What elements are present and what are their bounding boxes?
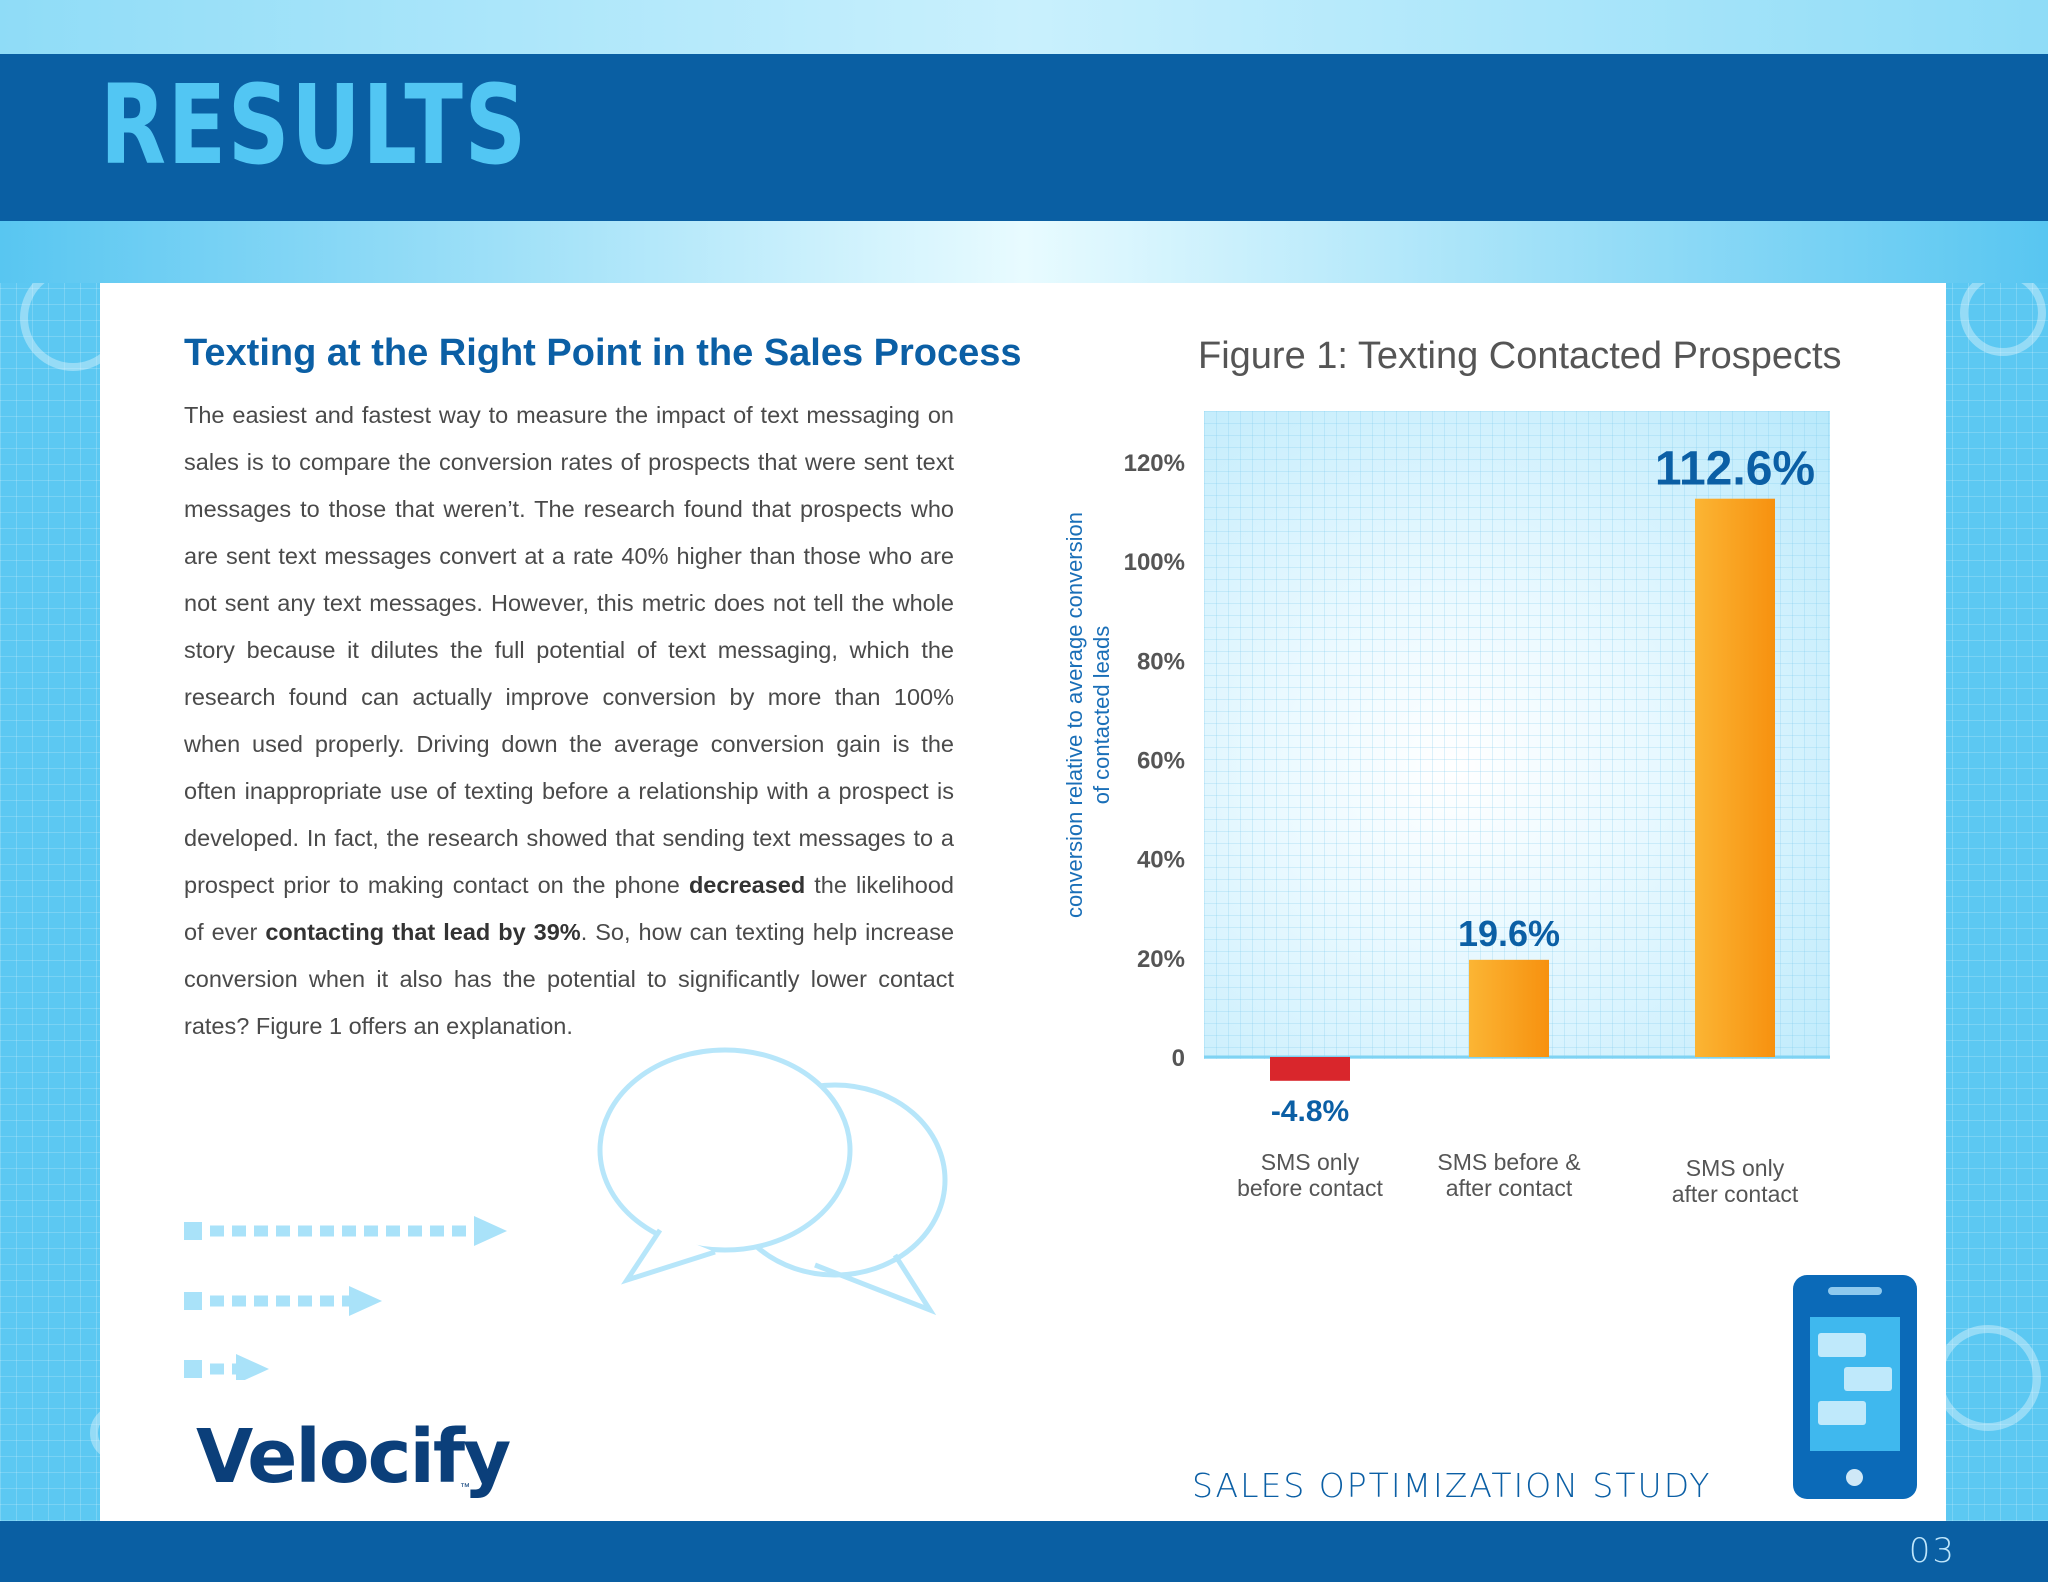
- velocify-logo: Velocify: [196, 1414, 511, 1500]
- page-title: RESULTS: [100, 61, 528, 189]
- y-tick-label: 0: [1172, 1045, 1185, 1072]
- x-tick-label: before contact: [1237, 1175, 1383, 1201]
- article-text: . So, how can texting help increase conv…: [184, 919, 955, 1039]
- y-tick-label: 60%: [1137, 748, 1185, 775]
- y-tick-label: 120%: [1124, 450, 1185, 477]
- glow-strip: [0, 221, 2048, 283]
- chat-bubbles-icon: [597, 1047, 948, 1316]
- article-text: The easiest and fastest way to measure t…: [184, 402, 954, 898]
- message-bubble: [1818, 1401, 1866, 1425]
- data-label: -4.8%: [1271, 1095, 1349, 1128]
- data-label: 19.6%: [1458, 913, 1560, 954]
- x-tick-label: SMS before &: [1437, 1149, 1580, 1175]
- header-band: [0, 54, 2048, 221]
- logo-trademark: ™: [460, 1482, 470, 1493]
- article-heading: Texting at the Right Point in the Sales …: [184, 332, 1022, 374]
- phone-speaker: [1828, 1287, 1882, 1295]
- phone-icon: [1793, 1275, 1917, 1499]
- arrow-icon: [184, 1216, 507, 1380]
- bar: [1469, 959, 1549, 1057]
- y-tick-label: 80%: [1137, 648, 1185, 675]
- study-label: SALES OPTIMIZATION STUDY: [1192, 1466, 1712, 1505]
- data-label: 112.6%: [1655, 443, 1815, 496]
- y-tick-label: 100%: [1124, 549, 1185, 576]
- article-text: the likelihood of ever: [184, 872, 954, 945]
- bar: [1695, 498, 1775, 1057]
- footer-band: [0, 1521, 2048, 1582]
- message-bubble: [1818, 1333, 1866, 1357]
- phone-screen: [1810, 1317, 1900, 1451]
- gear-icon: [1935, 1325, 2041, 1431]
- x-tick-label: after contact: [1672, 1181, 1799, 1207]
- bar-chart: 020%40%60%80%100%120%-4.8%SMS onlybefore…: [1124, 443, 1830, 1207]
- x-tick-label: SMS only: [1686, 1155, 1785, 1181]
- y-tick-label: 40%: [1137, 847, 1185, 874]
- phone-home-button: [1846, 1469, 1863, 1486]
- x-tick-label: after contact: [1446, 1175, 1573, 1201]
- message-bubble: [1844, 1367, 1892, 1391]
- article-body: The easiest and fastest way to measure t…: [184, 392, 954, 1050]
- bar: [1270, 1057, 1350, 1081]
- y-tick-label: 20%: [1137, 946, 1185, 973]
- top-strip: [0, 0, 2048, 54]
- page-number: 03: [1908, 1531, 1956, 1571]
- x-tick-label: SMS only: [1261, 1149, 1360, 1175]
- figure-title: Figure 1: Texting Contacted Prospects: [1198, 335, 1842, 377]
- article-bold-text: decreased: [688, 872, 806, 898]
- article-bold-text: contacting that lead by 39%: [265, 919, 581, 945]
